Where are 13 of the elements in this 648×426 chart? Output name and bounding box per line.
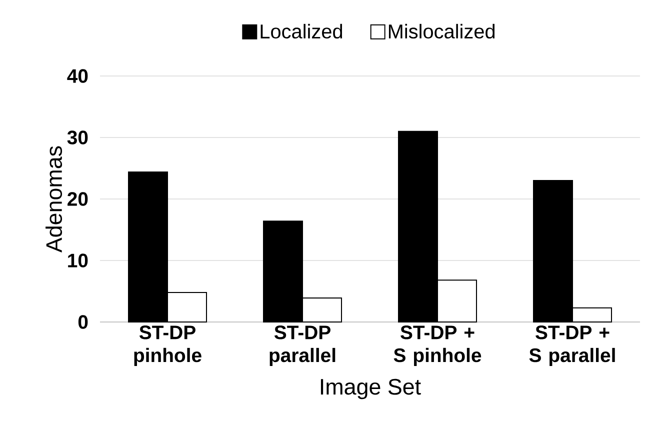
legend-label: Localized (260, 24, 342, 39)
y-tick-label: 0 (78, 315, 88, 329)
x-tick-label: ST-DP parallel (270, 326, 336, 366)
x-tick-label: ST-DP pinhole (134, 326, 202, 366)
y-tick-label: 20 (68, 192, 88, 206)
x-tick-label: ST-DP + S pinhole (394, 326, 482, 366)
y-tick-label: 10 (68, 254, 88, 268)
legend-label: Mislocalized (388, 24, 495, 39)
y-axis-title: Adenomas (46, 146, 62, 253)
x-axis-title: Image Set (320, 378, 421, 400)
x-tick-label: ST-DP + S parallel (529, 326, 615, 366)
y-tick-label: 30 (67, 130, 88, 144)
y-tick-label: 40 (67, 69, 88, 83)
